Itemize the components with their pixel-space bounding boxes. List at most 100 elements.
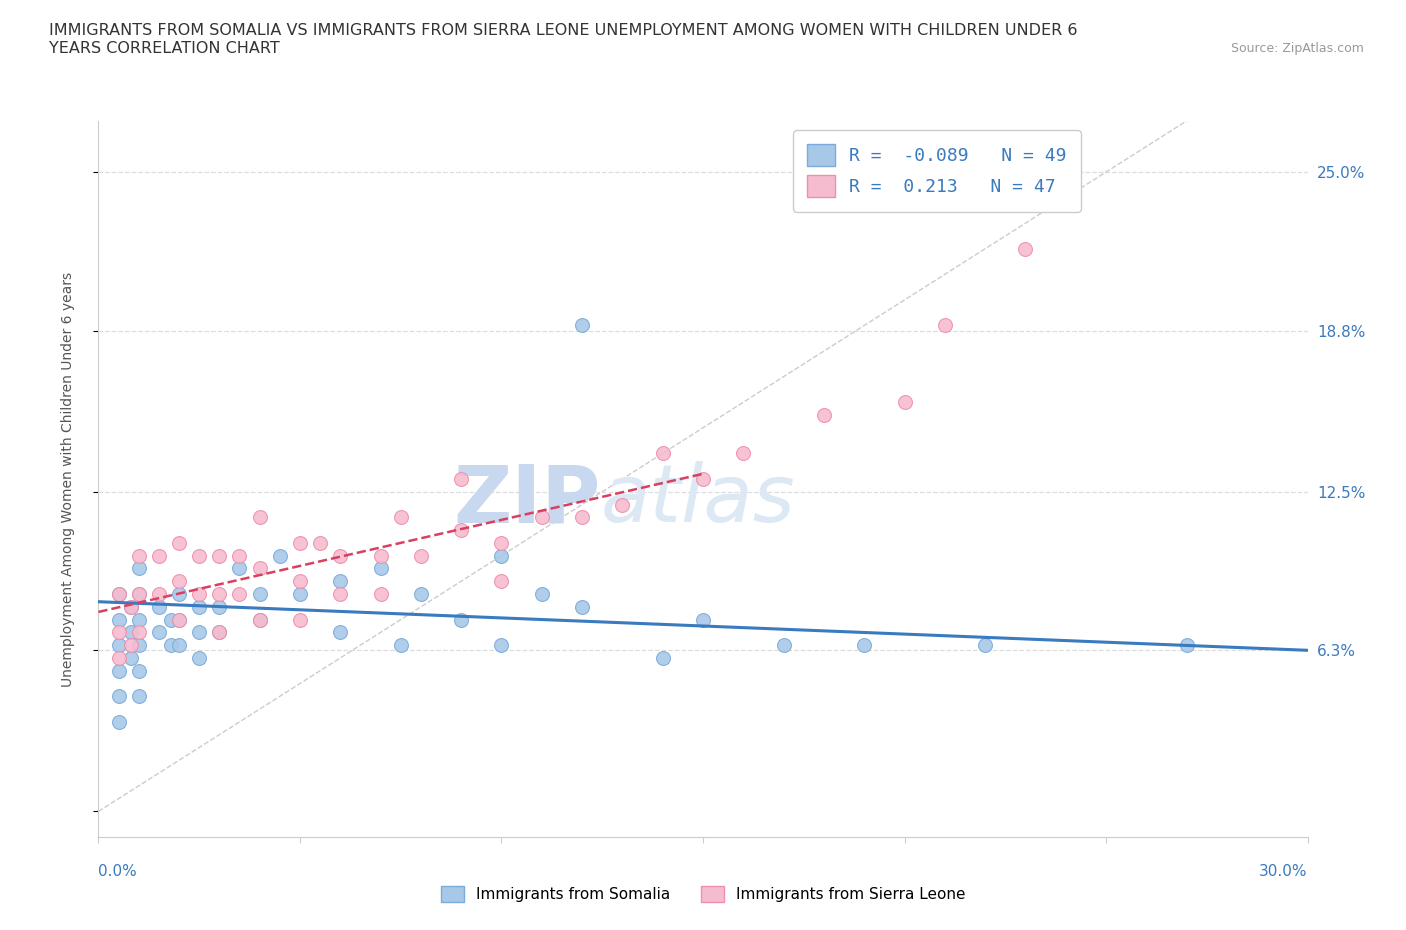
Point: [389, 510, 412, 525]
Point: [167, 587, 190, 602]
Point: [208, 625, 231, 640]
Point: [288, 612, 311, 627]
Point: [893, 394, 915, 409]
Text: 30.0%: 30.0%: [1260, 864, 1308, 879]
Point: [228, 561, 250, 576]
Point: [813, 407, 835, 422]
Point: [309, 536, 332, 551]
Point: [249, 587, 271, 602]
Point: [128, 689, 150, 704]
Point: [148, 625, 170, 640]
Point: [188, 625, 211, 640]
Point: [329, 549, 352, 564]
Point: [167, 612, 190, 627]
Point: [120, 600, 142, 615]
Point: [208, 587, 231, 602]
Point: [612, 498, 634, 512]
Point: [329, 574, 352, 589]
Point: [249, 510, 271, 525]
Point: [491, 574, 513, 589]
Point: [107, 714, 129, 729]
Point: [450, 523, 472, 538]
Point: [128, 561, 150, 576]
Point: [370, 561, 392, 576]
Point: [120, 600, 142, 615]
Point: [107, 689, 129, 704]
Point: [107, 625, 129, 640]
Point: [450, 612, 472, 627]
Text: Source: ZipAtlas.com: Source: ZipAtlas.com: [1230, 42, 1364, 55]
Point: [409, 549, 432, 564]
Point: [128, 587, 150, 602]
Point: [160, 638, 183, 653]
Point: [571, 510, 593, 525]
Point: [288, 587, 311, 602]
Text: IMMIGRANTS FROM SOMALIA VS IMMIGRANTS FROM SIERRA LEONE UNEMPLOYMENT AMONG WOMEN: IMMIGRANTS FROM SOMALIA VS IMMIGRANTS FR…: [49, 23, 1078, 56]
Point: [651, 445, 673, 460]
Point: [120, 651, 142, 666]
Point: [148, 587, 170, 602]
Legend: R =  -0.089   N = 49, R =  0.213   N = 47: R = -0.089 N = 49, R = 0.213 N = 47: [793, 130, 1081, 212]
Point: [249, 612, 271, 627]
Point: [120, 625, 142, 640]
Point: [167, 536, 190, 551]
Point: [1014, 241, 1036, 256]
Point: [208, 600, 231, 615]
Point: [128, 625, 150, 640]
Point: [409, 587, 432, 602]
Point: [249, 561, 271, 576]
Y-axis label: Unemployment Among Women with Children Under 6 years: Unemployment Among Women with Children U…: [60, 272, 75, 686]
Point: [167, 612, 190, 627]
Legend: Immigrants from Somalia, Immigrants from Sierra Leone: Immigrants from Somalia, Immigrants from…: [434, 880, 972, 909]
Point: [269, 549, 291, 564]
Point: [370, 587, 392, 602]
Point: [288, 574, 311, 589]
Point: [692, 472, 714, 486]
Point: [120, 638, 142, 653]
Point: [733, 445, 755, 460]
Point: [148, 549, 170, 564]
Text: atlas: atlas: [600, 461, 794, 539]
Point: [107, 638, 129, 653]
Point: [107, 587, 129, 602]
Point: [491, 549, 513, 564]
Point: [208, 549, 231, 564]
Point: [160, 612, 183, 627]
Point: [107, 651, 129, 666]
Point: [167, 574, 190, 589]
Point: [249, 612, 271, 627]
Point: [491, 536, 513, 551]
Point: [934, 318, 956, 333]
Point: [974, 638, 997, 653]
Point: [389, 638, 412, 653]
Point: [491, 638, 513, 653]
Point: [107, 612, 129, 627]
Point: [370, 549, 392, 564]
Point: [128, 663, 150, 678]
Point: [188, 600, 211, 615]
Point: [228, 549, 250, 564]
Point: [288, 536, 311, 551]
Point: [188, 549, 211, 564]
Point: [571, 318, 593, 333]
Point: [107, 663, 129, 678]
Point: [329, 625, 352, 640]
Point: [571, 600, 593, 615]
Point: [1175, 638, 1198, 653]
Point: [692, 612, 714, 627]
Point: [530, 587, 553, 602]
Point: [167, 638, 190, 653]
Point: [329, 587, 352, 602]
Point: [128, 549, 150, 564]
Point: [772, 638, 794, 653]
Point: [107, 587, 129, 602]
Text: ZIP: ZIP: [453, 461, 600, 539]
Point: [208, 625, 231, 640]
Point: [188, 587, 211, 602]
Point: [651, 651, 673, 666]
Point: [128, 587, 150, 602]
Point: [188, 651, 211, 666]
Point: [128, 638, 150, 653]
Text: 0.0%: 0.0%: [98, 864, 138, 879]
Point: [128, 612, 150, 627]
